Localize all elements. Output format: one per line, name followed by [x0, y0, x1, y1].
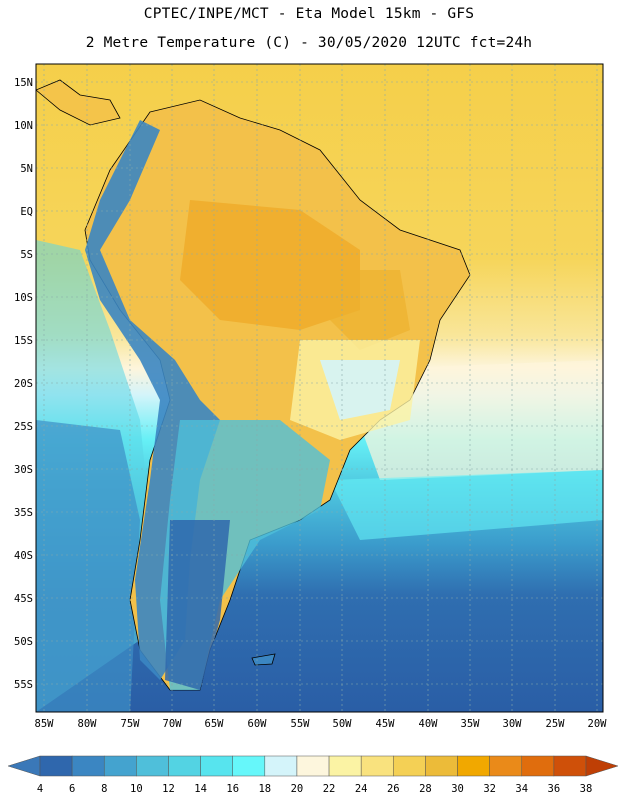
legend-tick-label: 8 [101, 783, 107, 795]
lat-label: 5S [20, 249, 33, 261]
legend-swatch [553, 755, 587, 777]
lon-label: 35W [461, 718, 481, 730]
map-field [36, 64, 603, 712]
legend-swatch [521, 755, 555, 777]
legend-tick-label: 34 [515, 783, 528, 795]
legend-swatch [489, 755, 523, 777]
legend-tick-label: 12 [162, 783, 175, 795]
legend-swatch [264, 755, 298, 777]
legend-tick-label: 24 [355, 783, 368, 795]
lat-label: 55S [14, 679, 33, 691]
lon-label: 30W [503, 718, 523, 730]
lon-label: 55W [291, 718, 311, 730]
latitude-labels: 15N 10N 5N EQ 5S 10S 15S 20S 25S 30S 35S… [14, 77, 33, 691]
legend-swatch [425, 755, 458, 777]
legend-tick-label: 30 [451, 783, 464, 795]
legend-swatch [232, 755, 266, 777]
lon-label: 20W [588, 718, 608, 730]
legend-tick-label: 14 [194, 783, 207, 795]
lon-label: 65W [205, 718, 225, 730]
graticule [36, 64, 603, 712]
lon-label: 45W [376, 718, 396, 730]
lat-label: 35S [14, 507, 33, 519]
legend-swatch [71, 755, 105, 777]
lat-label: 15S [14, 335, 33, 347]
legend-tick-label: 18 [258, 783, 271, 795]
color-legend: 4 6 8 10 12 14 16 18 20 22 24 26 28 30 32 34 36 38 [7, 755, 618, 795]
lat-label: 5N [20, 163, 33, 175]
legend-tick-label: 36 [548, 783, 561, 795]
longitude-labels: 85W 80W 75W 70W 65W 60W 55W 50W 45W 40W … [35, 718, 608, 730]
legend-swatch [136, 755, 169, 777]
lon-label: 25W [546, 718, 566, 730]
legend-tick-label: 20 [291, 783, 304, 795]
legend-tick-label: 38 [580, 783, 593, 795]
lat-label: 50S [14, 636, 33, 648]
legend-swatch [200, 755, 233, 777]
legend-swatch [393, 755, 426, 777]
map-title: CPTEC/INPE/MCT - Eta Model 15km - GFS [143, 6, 475, 22]
legend-tick-label: 4 [37, 783, 43, 795]
lat-label: 10S [14, 292, 33, 304]
legend-swatch [168, 755, 201, 777]
lon-label: 60W [248, 718, 268, 730]
legend-swatch [103, 755, 137, 777]
lat-label: 10N [14, 120, 33, 132]
lat-label: EQ [20, 206, 33, 218]
lon-label: 80W [78, 718, 98, 730]
lat-label: 45S [14, 593, 33, 605]
lat-label: 20S [14, 378, 33, 390]
map-frame [35, 63, 604, 713]
lat-label: 40S [14, 550, 33, 562]
lon-label: 50W [333, 718, 353, 730]
legend-tick-label: 10 [130, 783, 143, 795]
lon-label: 40W [419, 718, 439, 730]
legend-swatch [457, 755, 490, 777]
lat-label: 15N [14, 77, 33, 89]
legend-arrow-low [7, 755, 41, 777]
lon-label: 85W [35, 718, 55, 730]
lat-label: 30S [14, 464, 33, 476]
legend-tick-label: 32 [483, 783, 496, 795]
legend-tick-label: 16 [226, 783, 239, 795]
legend-swatch [39, 755, 73, 777]
legend-arrow-high [585, 755, 618, 777]
legend-tick-label: 28 [419, 783, 432, 795]
lon-label: 75W [121, 718, 141, 730]
lat-label: 25S [14, 421, 33, 433]
legend-tick-label: 22 [323, 783, 336, 795]
legend-swatch [328, 755, 362, 777]
legend-swatch [296, 755, 330, 777]
legend-tick-label: 26 [387, 783, 400, 795]
lon-label: 70W [163, 718, 183, 730]
legend-tick-label: 6 [69, 783, 75, 795]
legend-swatch [360, 755, 394, 777]
map-subtitle: 2 Metre Temperature (C) - 30/05/2020 12U… [85, 35, 533, 51]
